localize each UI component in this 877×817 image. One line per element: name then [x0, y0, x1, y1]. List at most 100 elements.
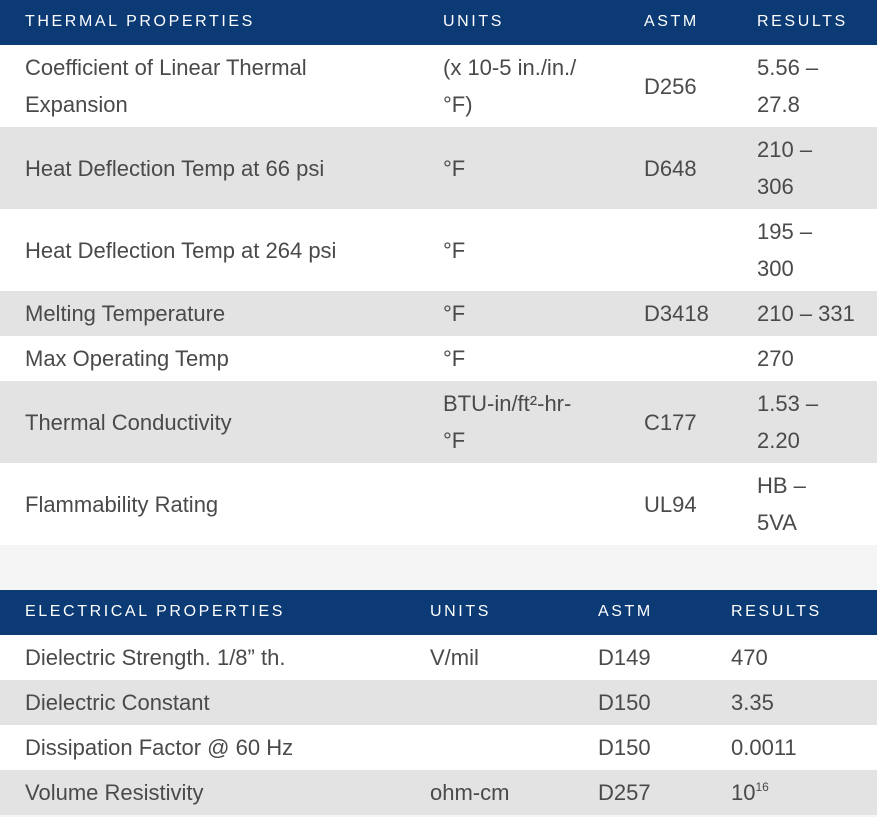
- property-name: Max Operating Temp: [25, 346, 229, 371]
- header-astm: ASTM: [598, 603, 653, 620]
- property-cell: Dielectric Constant: [25, 680, 420, 725]
- property-name: Thermal Conductivity: [25, 409, 232, 435]
- property-cell: Coefficient of Linear Thermal Expansion: [25, 45, 425, 127]
- astm-value: D256: [644, 73, 697, 99]
- header-results: RESULTS: [731, 603, 822, 620]
- results-cell: 3.35: [731, 680, 861, 725]
- property-cell: Heat Deflection Temp at 66 psi: [25, 127, 425, 209]
- astm-cell: [644, 209, 744, 291]
- units-cell: (x 10-5 in./in./°F): [443, 45, 603, 127]
- results-cell: 1016: [731, 770, 861, 815]
- results-base: 10: [731, 780, 756, 805]
- units-cell: °F: [443, 291, 603, 336]
- astm-cell: D648: [644, 127, 744, 209]
- results-cell: 195 – 300: [757, 209, 862, 291]
- property-name: Coefficient of Linear Thermal Expansion: [25, 55, 307, 117]
- table-row: Melting Temperature °F D3418 210 – 331: [0, 291, 877, 336]
- property-name: Dielectric Strength. 1/8” th.: [25, 645, 286, 670]
- results-cell: HB – 5VA: [757, 463, 862, 545]
- property-name: Dielectric Constant: [25, 690, 210, 715]
- astm-cell: [644, 336, 744, 381]
- property-name: Flammability Rating: [25, 491, 219, 517]
- units-cell: V/mil: [430, 635, 590, 680]
- property-cell: Dissipation Factor @ 60 Hz: [25, 725, 420, 770]
- results-cell: 1.53 – 2.20: [757, 381, 862, 463]
- header-units: UNITS: [430, 603, 491, 620]
- units-cell: [443, 463, 603, 545]
- astm-cell: D149: [598, 635, 718, 680]
- astm-value: UL94: [644, 491, 697, 517]
- table-row: Dielectric Strength. 1/8” th. V/mil D149…: [0, 635, 877, 680]
- results-value: 3.35: [731, 690, 774, 715]
- results-value: 5.56 – 27.8: [757, 55, 819, 117]
- header-property: ELECTRICAL PROPERTIES: [25, 603, 285, 620]
- astm-cell: UL94: [644, 463, 744, 545]
- astm-cell: D3418: [644, 291, 744, 336]
- astm-value: D257: [598, 780, 651, 805]
- astm-cell: D150: [598, 725, 718, 770]
- units-value: (x 10-5 in./in./°F): [443, 55, 577, 117]
- table-row: Dielectric Constant D150 3.35: [0, 680, 877, 725]
- results-cell: 210 – 306: [757, 127, 862, 209]
- property-cell: Heat Deflection Temp at 264 psi: [25, 209, 425, 291]
- results-cell: 470: [731, 635, 861, 680]
- table-row: Max Operating Temp °F 270: [0, 336, 877, 381]
- header-astm: ASTM: [644, 13, 699, 30]
- property-cell: Volume Resistivity: [25, 770, 420, 815]
- property-cell: Max Operating Temp: [25, 336, 425, 381]
- results-cell: 270: [757, 336, 862, 381]
- property-cell: Melting Temperature: [25, 291, 425, 336]
- results-value: 1.53 – 2.20: [757, 391, 819, 453]
- units-cell: ohm-cm: [430, 770, 590, 815]
- results-value: 270: [757, 346, 794, 371]
- results-value: 210 – 306: [757, 137, 813, 199]
- table-row: Heat Deflection Temp at 264 psi °F 195 –…: [0, 209, 877, 291]
- astm-value: D648: [644, 155, 697, 181]
- units-cell: °F: [443, 127, 603, 209]
- table-row: Heat Deflection Temp at 66 psi °F D648 2…: [0, 127, 877, 209]
- astm-value: D150: [598, 690, 651, 715]
- units-cell: °F: [443, 209, 603, 291]
- table-row: Flammability Rating UL94 HB – 5VA: [0, 463, 877, 545]
- units-value: V/mil: [430, 645, 479, 670]
- property-cell: Flammability Rating: [25, 463, 425, 545]
- property-cell: Dielectric Strength. 1/8” th.: [25, 635, 420, 680]
- property-name: Heat Deflection Temp at 66 psi: [25, 155, 325, 181]
- property-cell: Thermal Conductivity: [25, 381, 425, 463]
- results-value: 1016: [731, 774, 769, 811]
- units-value: ohm-cm: [430, 780, 510, 805]
- table-row: Coefficient of Linear Thermal Expansion …: [0, 45, 877, 127]
- units-cell: [430, 725, 590, 770]
- thermal-table-header: THERMAL PROPERTIES UNITS ASTM RESULTS: [0, 0, 877, 45]
- electrical-properties-table: ELECTRICAL PROPERTIES UNITS ASTM RESULTS…: [0, 590, 877, 817]
- table-row: Dissipation Factor @ 60 Hz D150 0.0011: [0, 725, 877, 770]
- results-value: 0.0011: [731, 735, 797, 760]
- results-cell: 210 – 331: [757, 291, 862, 336]
- units-value: °F: [443, 155, 466, 181]
- units-value: BTU-in/ft²-hr-°F: [443, 391, 572, 453]
- astm-cell: C177: [644, 381, 744, 463]
- astm-cell: D256: [644, 45, 744, 127]
- units-cell: °F: [443, 336, 603, 381]
- property-name: Heat Deflection Temp at 264 psi: [25, 237, 337, 263]
- header-property: THERMAL PROPERTIES: [25, 13, 255, 30]
- header-units: UNITS: [443, 13, 504, 30]
- results-cell: 0.0011: [731, 725, 861, 770]
- units-cell: BTU-in/ft²-hr-°F: [443, 381, 603, 463]
- property-name: Dissipation Factor @ 60 Hz: [25, 735, 294, 760]
- results-value: 210 – 331: [757, 301, 855, 326]
- astm-value: D150: [598, 735, 651, 760]
- property-name: Volume Resistivity: [25, 780, 204, 805]
- astm-value: D149: [598, 645, 651, 670]
- property-name: Melting Temperature: [25, 301, 226, 326]
- header-results: RESULTS: [757, 13, 848, 30]
- table-row: Thermal Conductivity BTU-in/ft²-hr-°F C1…: [0, 381, 877, 463]
- astm-cell: D150: [598, 680, 718, 725]
- astm-value: D3418: [644, 301, 709, 326]
- thermal-properties-table: THERMAL PROPERTIES UNITS ASTM RESULTS Co…: [0, 0, 877, 545]
- results-value: 470: [731, 645, 768, 670]
- units-value: °F: [443, 346, 466, 371]
- table-row: Volume Resistivity ohm-cm D257 1016: [0, 770, 877, 815]
- results-value: 195 – 300: [757, 219, 813, 281]
- astm-cell: D257: [598, 770, 718, 815]
